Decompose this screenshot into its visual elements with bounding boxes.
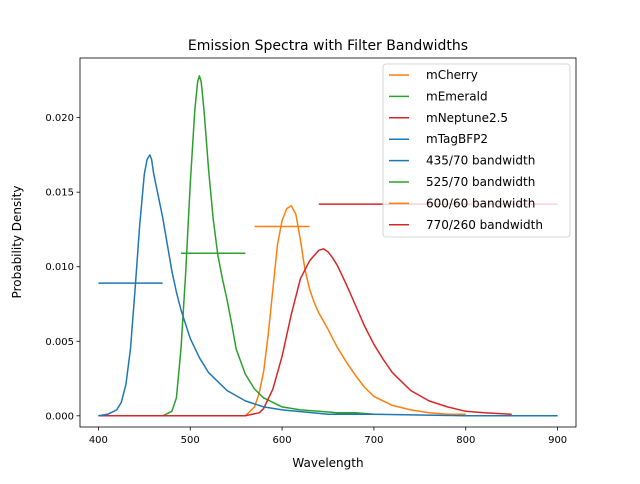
- plot-frame: [79, 57, 577, 428]
- series-line-mtagbfp2: [98, 154, 558, 417]
- chart-title: Emission Spectra with Filter Bandwidths: [188, 38, 468, 54]
- legend-label: 600/60 bandwidth: [426, 196, 535, 210]
- legend-label: 770/260 bandwidth: [426, 218, 543, 232]
- legend: mCherry mEmerald mNeptune2.5 mTagBFP2 435/70…: [382, 63, 571, 238]
- y-tick-label: 0.000: [45, 411, 74, 422]
- legend-label: 435/70 bandwidth: [426, 154, 535, 168]
- x-tick-label: 500: [181, 435, 200, 446]
- legend-label: 525/70 bandwidth: [426, 175, 535, 189]
- y-tick-label: 0.015: [45, 188, 74, 199]
- legend-frame: [382, 63, 571, 238]
- y-axis-label: Probability Density: [10, 186, 24, 299]
- legend-label: mEmerald: [426, 89, 488, 103]
- x-tick-label: 700: [364, 435, 383, 446]
- x-tick-label: 800: [456, 435, 475, 446]
- y-tick-label: 0.020: [45, 113, 74, 124]
- y-tick-label: 0.005: [45, 337, 74, 348]
- legend-label: mCherry: [426, 68, 478, 82]
- x-tick-label: 600: [273, 435, 292, 446]
- series-line-mcherry: [98, 204, 466, 417]
- x-tick-label: 400: [89, 435, 108, 446]
- series-line-mneptune2-5: [98, 248, 512, 417]
- series-line-memerald: [98, 75, 374, 417]
- x-axis-label: Wavelength: [292, 456, 363, 470]
- legend-label: mTagBFP2: [426, 132, 488, 146]
- y-tick-label: 0.010: [45, 262, 74, 273]
- x-tick-label: 900: [548, 435, 567, 446]
- legend-label: mNeptune2.5: [426, 111, 508, 125]
